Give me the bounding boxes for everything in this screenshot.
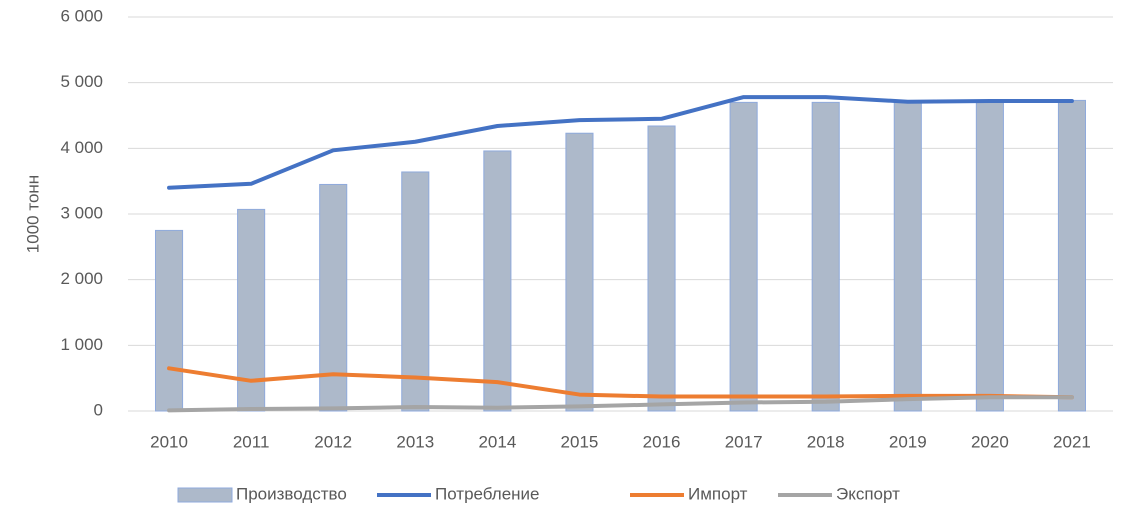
line bbox=[167, 395, 1074, 413]
bar bbox=[319, 183, 348, 412]
x-tick-label: 2021 bbox=[1053, 432, 1091, 451]
y-tick-label: 2 000 bbox=[60, 269, 103, 288]
legend-label: Производство bbox=[236, 484, 347, 503]
y-tick-label: 1 000 bbox=[60, 335, 103, 354]
x-tick-label: 2012 bbox=[314, 432, 352, 451]
x-tick-label: 2019 bbox=[889, 432, 927, 451]
bar bbox=[893, 101, 922, 412]
y-tick-label: 0 bbox=[94, 400, 103, 419]
bar bbox=[811, 101, 840, 412]
y-tick-label: 6 000 bbox=[60, 6, 103, 25]
bar bbox=[565, 132, 594, 412]
x-tick-label: 2015 bbox=[561, 432, 599, 451]
line bbox=[167, 95, 1074, 190]
legend-label: Экспорт bbox=[836, 484, 900, 503]
legend-swatch bbox=[177, 487, 233, 503]
bar bbox=[1057, 99, 1087, 412]
y-tick-label: 4 000 bbox=[60, 138, 103, 157]
legend-label: Импорт bbox=[688, 484, 748, 503]
y-tick-label: 3 000 bbox=[60, 203, 103, 222]
bar bbox=[647, 125, 676, 412]
x-tick-label: 2013 bbox=[396, 432, 434, 451]
bar bbox=[401, 171, 430, 412]
x-tick-label: 2011 bbox=[233, 432, 270, 451]
bar bbox=[154, 229, 184, 412]
bar bbox=[483, 150, 512, 412]
x-tick-label: 2018 bbox=[807, 432, 845, 451]
x-tick-label: 2014 bbox=[478, 432, 516, 451]
y-axis-label: 1000 тонн bbox=[23, 175, 42, 253]
bar bbox=[729, 101, 758, 412]
bar bbox=[975, 100, 1004, 412]
line bbox=[167, 366, 1074, 400]
x-tick-label: 2016 bbox=[643, 432, 681, 451]
y-tick-label: 5 000 bbox=[60, 72, 103, 91]
x-tick-label: 2020 bbox=[971, 432, 1009, 451]
x-tick-label: 2010 bbox=[150, 432, 188, 451]
legend-label: Потребление bbox=[435, 484, 540, 503]
x-tick-label: 2017 bbox=[725, 432, 763, 451]
